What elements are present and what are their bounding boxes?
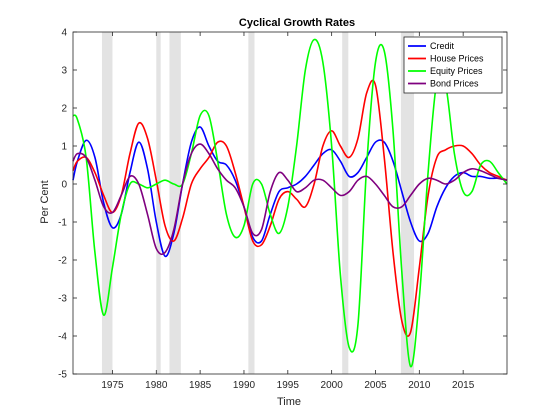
recession-band-5 — [342, 32, 349, 374]
x-tick-label: 1975 — [101, 380, 124, 391]
legend-label: Bond Prices — [430, 79, 479, 89]
y-tick-label: -3 — [58, 294, 67, 305]
legend: Credit House Prices Equity Prices Bond Pric… — [403, 36, 503, 94]
legend-label: Credit — [430, 41, 455, 51]
y-tick-label: -1 — [58, 218, 67, 229]
x-tick-label: 2005 — [364, 380, 387, 391]
x-tick-label: 1990 — [233, 380, 256, 391]
x-axis-label: Time — [277, 396, 301, 408]
recession-band-6 — [400, 32, 415, 374]
chart-title: Cyclical Growth Rates — [239, 17, 355, 29]
y-tick-label: 0 — [61, 180, 67, 191]
series-lines — [72, 38, 508, 368]
series-line-equity-prices — [72, 38, 508, 368]
y-tick-label: -2 — [58, 256, 67, 267]
x-tick-label: 2015 — [452, 380, 475, 391]
y-axis-ticks: -5 -4 -3 -2 -1 0 1 2 3 4 — [58, 28, 507, 381]
x-tick-label: 1980 — [145, 380, 168, 391]
x-tick-label: 1995 — [277, 380, 300, 391]
series-line-bond-prices — [72, 143, 508, 256]
series-line-credit — [72, 126, 508, 258]
y-tick-label: 1 — [61, 142, 67, 153]
y-tick-label: -5 — [58, 370, 67, 381]
x-tick-label: 2000 — [321, 380, 344, 391]
y-axis-label: Per Cent — [39, 180, 51, 223]
legend-label: House Prices — [430, 54, 484, 64]
y-tick-label: 2 — [61, 104, 67, 115]
plot-frame — [72, 31, 508, 375]
x-axis-ticks: 1975 1980 1985 1990 1995 2000 2005 2010 2015 — [101, 32, 475, 391]
legend-label: Equity Prices — [430, 66, 483, 76]
y-tick-label: -4 — [58, 332, 67, 343]
x-tick-label: 1985 — [189, 380, 212, 391]
recession-band-3 — [169, 32, 181, 374]
y-tick-label: 3 — [61, 66, 67, 77]
recession-band-2 — [156, 32, 161, 374]
recession-band-4 — [248, 32, 255, 374]
y-tick-label: 4 — [61, 28, 67, 39]
x-tick-label: 2010 — [408, 380, 431, 391]
